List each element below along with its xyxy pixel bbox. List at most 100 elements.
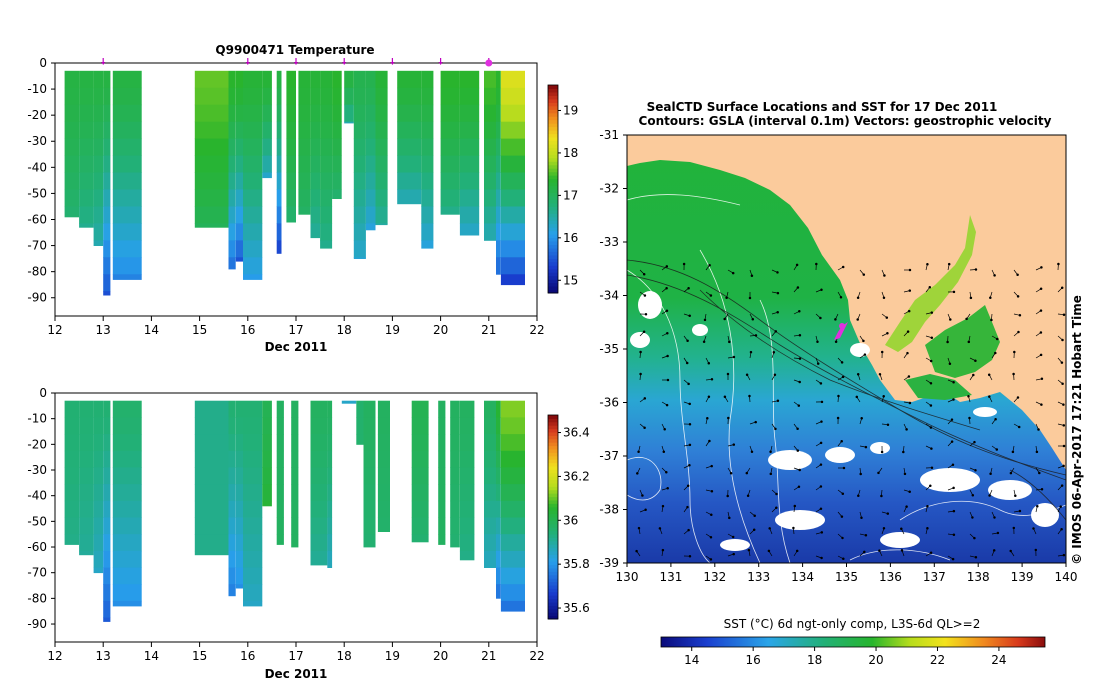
profile-column	[332, 70, 342, 199]
profile-cell	[397, 155, 422, 173]
x-tick-label: 14	[144, 323, 159, 337]
profile-cell	[243, 584, 263, 602]
profile-cell	[320, 138, 333, 156]
profile-cell	[79, 206, 94, 224]
colorbar-tick-label: 36	[563, 513, 578, 527]
lat-tick-label: -31	[599, 128, 619, 142]
temperature-profiles	[64, 70, 525, 296]
profile-cell	[375, 70, 388, 89]
velocity-arrow-head	[971, 494, 975, 497]
colorbar-step	[548, 178, 558, 183]
profile-column	[243, 70, 263, 280]
colorbar-step	[548, 230, 558, 235]
profile-cell	[310, 87, 321, 106]
profile-cell	[112, 550, 142, 568]
velocity-arrow-head	[1039, 309, 1043, 312]
profile-cell	[103, 417, 111, 435]
current-profile-marker	[485, 59, 493, 67]
profile-cell	[243, 484, 263, 502]
velocity-arrow-head	[949, 318, 952, 321]
profile-cell	[112, 104, 142, 123]
velocity-arrow-head	[662, 450, 666, 453]
profile-cell	[243, 274, 263, 280]
profile-cell	[103, 584, 111, 602]
velocity-arrow-head	[687, 286, 690, 290]
profile-cell	[243, 172, 263, 190]
profile-cell	[440, 121, 460, 140]
profile-cell	[332, 189, 342, 199]
profile-cell	[93, 500, 104, 518]
profile-cell	[310, 155, 321, 173]
profile-cell	[228, 121, 236, 140]
colorbar-step	[548, 415, 558, 419]
profile-column	[93, 400, 104, 574]
velocity-arrow-head	[639, 350, 642, 354]
velocity-arrow-head	[1013, 350, 1016, 354]
velocity-arrow-head	[702, 340, 706, 343]
profile-cell	[235, 104, 243, 123]
velocity-arrow-head	[710, 513, 713, 517]
profile-cell	[286, 189, 296, 207]
profile-cell	[262, 450, 272, 468]
velocity-arrow-head	[1018, 509, 1022, 513]
profile-cell	[228, 500, 236, 518]
profile-cell	[344, 104, 354, 123]
velocity-arrow-head	[880, 494, 883, 498]
velocity-arrow-head	[688, 554, 692, 558]
profile-cell	[93, 434, 104, 452]
profile-column	[440, 70, 460, 215]
profile-cell	[243, 534, 263, 552]
velocity-arrow-head	[878, 373, 882, 376]
colorbar-step	[548, 98, 558, 103]
x-tick-label: 18	[337, 323, 352, 337]
profile-cell	[310, 189, 321, 207]
velocity-arrow-head	[906, 330, 910, 333]
map-subtitle: Contours: GSLA (interval 0.1m) Vectors: …	[639, 114, 1052, 128]
velocity-arrow-head	[928, 286, 932, 289]
profile-cell	[353, 189, 366, 207]
profile-cell	[93, 172, 104, 190]
velocity-arrow-head	[842, 466, 846, 470]
profile-cell	[459, 138, 480, 156]
profile-cell	[365, 172, 376, 190]
colorbar-step	[548, 282, 558, 287]
profile-cell	[298, 206, 311, 215]
velocity-arrow-head	[930, 447, 933, 450]
colorbar-step	[548, 578, 558, 583]
velocity-arrow-head	[1062, 313, 1066, 316]
velocity-arrow-head	[902, 450, 905, 454]
profile-cell	[93, 467, 104, 485]
velocity-arrow-head	[666, 354, 669, 358]
velocity-arrow-head	[752, 528, 756, 531]
lon-tick-label: 132	[703, 570, 726, 584]
velocity-arrow-head	[988, 395, 991, 398]
profile-cell	[194, 206, 229, 224]
profile-cell	[484, 172, 496, 190]
velocity-arrow-head	[1039, 287, 1043, 291]
profile-column	[459, 70, 480, 236]
velocity-arrow-head	[900, 549, 904, 552]
profile-cell	[79, 121, 94, 140]
colorbar-step	[548, 517, 558, 521]
y-tick-label: -70	[27, 239, 47, 253]
velocity-arrow-head	[862, 273, 866, 276]
profile-cell	[363, 417, 376, 435]
velocity-arrow-head	[882, 527, 886, 530]
profile-cell	[496, 500, 501, 518]
profile-cell	[276, 121, 282, 140]
velocity-arrow-head	[1062, 403, 1065, 406]
seal-location-marker	[834, 322, 848, 340]
profile-cell	[276, 240, 282, 254]
profile-column	[496, 70, 501, 275]
profile-cell	[356, 434, 364, 445]
colorbar-step	[548, 147, 558, 152]
profile-cell	[276, 400, 284, 418]
profile-column	[320, 70, 333, 249]
velocity-arrow-head	[988, 494, 991, 497]
velocity-arrow-head	[974, 556, 978, 559]
profile-cell	[103, 517, 111, 535]
profile-cell	[286, 70, 296, 89]
lon-tick-label: 138	[967, 570, 990, 584]
profile-cell	[262, 500, 272, 507]
velocity-arrow-head	[900, 527, 903, 530]
